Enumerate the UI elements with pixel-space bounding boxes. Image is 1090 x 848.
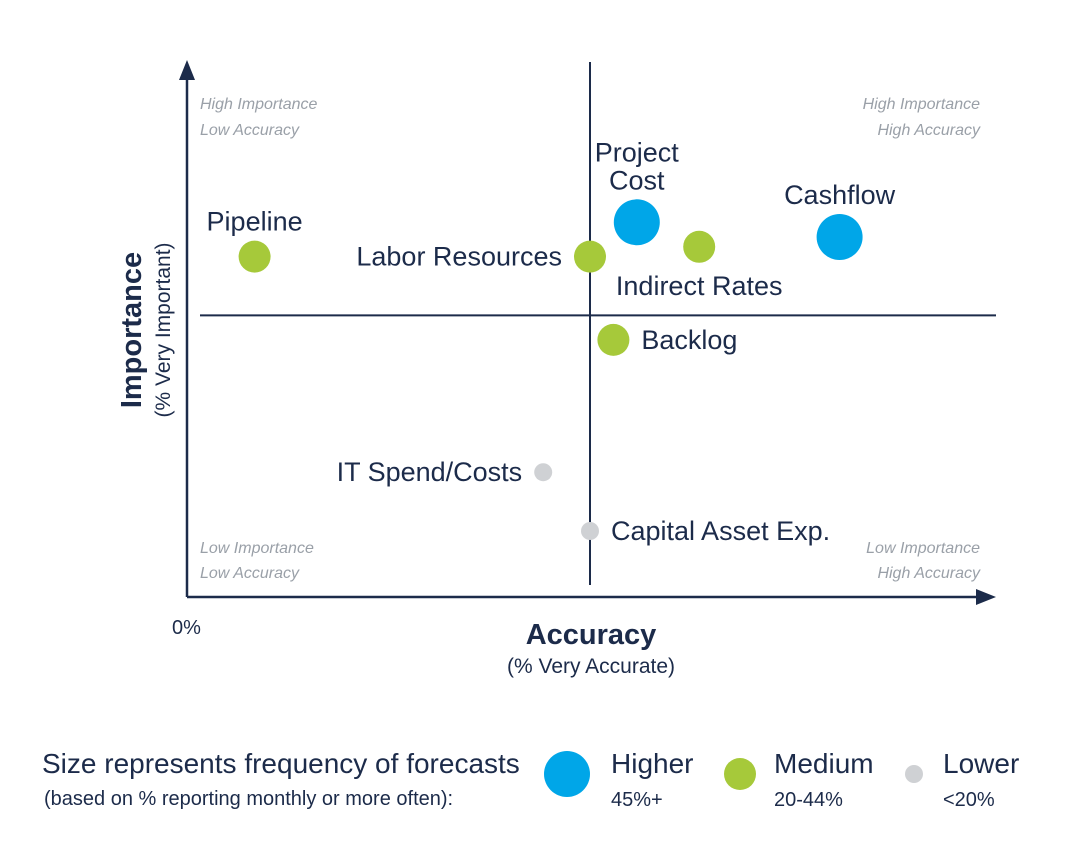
origin-label: 0% <box>172 617 201 639</box>
legend-medium-name: Medium <box>774 748 874 779</box>
legend-subtitle: (based on % reporting monthly or more of… <box>44 788 453 810</box>
point-project-cost <box>613 199 660 246</box>
x-axis-arrow-icon <box>976 589 996 605</box>
legend-high-swatch <box>544 751 590 797</box>
y-axis-subtitle: (% Very Important) <box>152 242 175 417</box>
y-axis-title: Importance <box>116 252 148 408</box>
legend-medium-swatch <box>724 758 756 790</box>
quadrant-top-right-line2: High Accuracy <box>877 122 981 139</box>
point-pipeline <box>238 240 271 273</box>
point-label-pipeline: Pipeline <box>207 207 303 237</box>
legend-low-range: <20% <box>943 789 995 811</box>
point-label-labor-resources: Labor Resources <box>356 242 562 272</box>
point-label-backlog: Backlog <box>641 325 737 355</box>
point-label-project-cost-2: Cost <box>609 165 665 195</box>
quadrant-top-right-line1: High Importance <box>863 96 980 113</box>
x-axis-subtitle: (% Very Accurate) <box>507 655 675 678</box>
quadrant-top-left-line1: High Importance <box>200 96 317 113</box>
x-axis-title: Accuracy <box>526 619 657 651</box>
point-label-indirect-rates: Indirect Rates <box>616 271 783 301</box>
point-indirect-rates <box>683 230 716 263</box>
quadrant-bottom-left-line2: Low Accuracy <box>200 565 300 582</box>
point-label-it-spend-costs: IT Spend/Costs <box>337 457 523 487</box>
quadrant-bottom-right-line1: Low Importance <box>866 540 980 557</box>
point-label-cashflow: Cashflow <box>784 180 896 210</box>
quadrant-bottom-left-line1: Low Importance <box>200 540 314 557</box>
legend-low-name: Lower <box>943 748 1019 779</box>
quadrant-top-left-line2: Low Accuracy <box>200 122 300 139</box>
point-labor-resources <box>574 240 606 273</box>
point-label-capital-asset-exp: Capital Asset Exp. <box>611 516 830 546</box>
legend-high-range: 45%+ <box>611 789 663 811</box>
point-backlog <box>597 323 630 356</box>
legend-low-swatch <box>905 765 923 783</box>
point-capital-asset-exp <box>581 522 599 540</box>
legend: Size represents frequency of forecasts (… <box>42 748 1019 811</box>
legend-high-name: Higher <box>611 748 693 779</box>
point-cashflow <box>816 214 863 260</box>
point-it-spend-costs <box>534 463 553 482</box>
legend-medium-range: 20-44% <box>774 789 843 811</box>
y-axis-arrow-icon <box>179 60 195 80</box>
legend-title: Size represents frequency of forecasts <box>42 748 520 779</box>
quadrant-bottom-right-line2: High Accuracy <box>877 565 981 582</box>
point-label-project-cost-1: Project <box>595 137 680 167</box>
